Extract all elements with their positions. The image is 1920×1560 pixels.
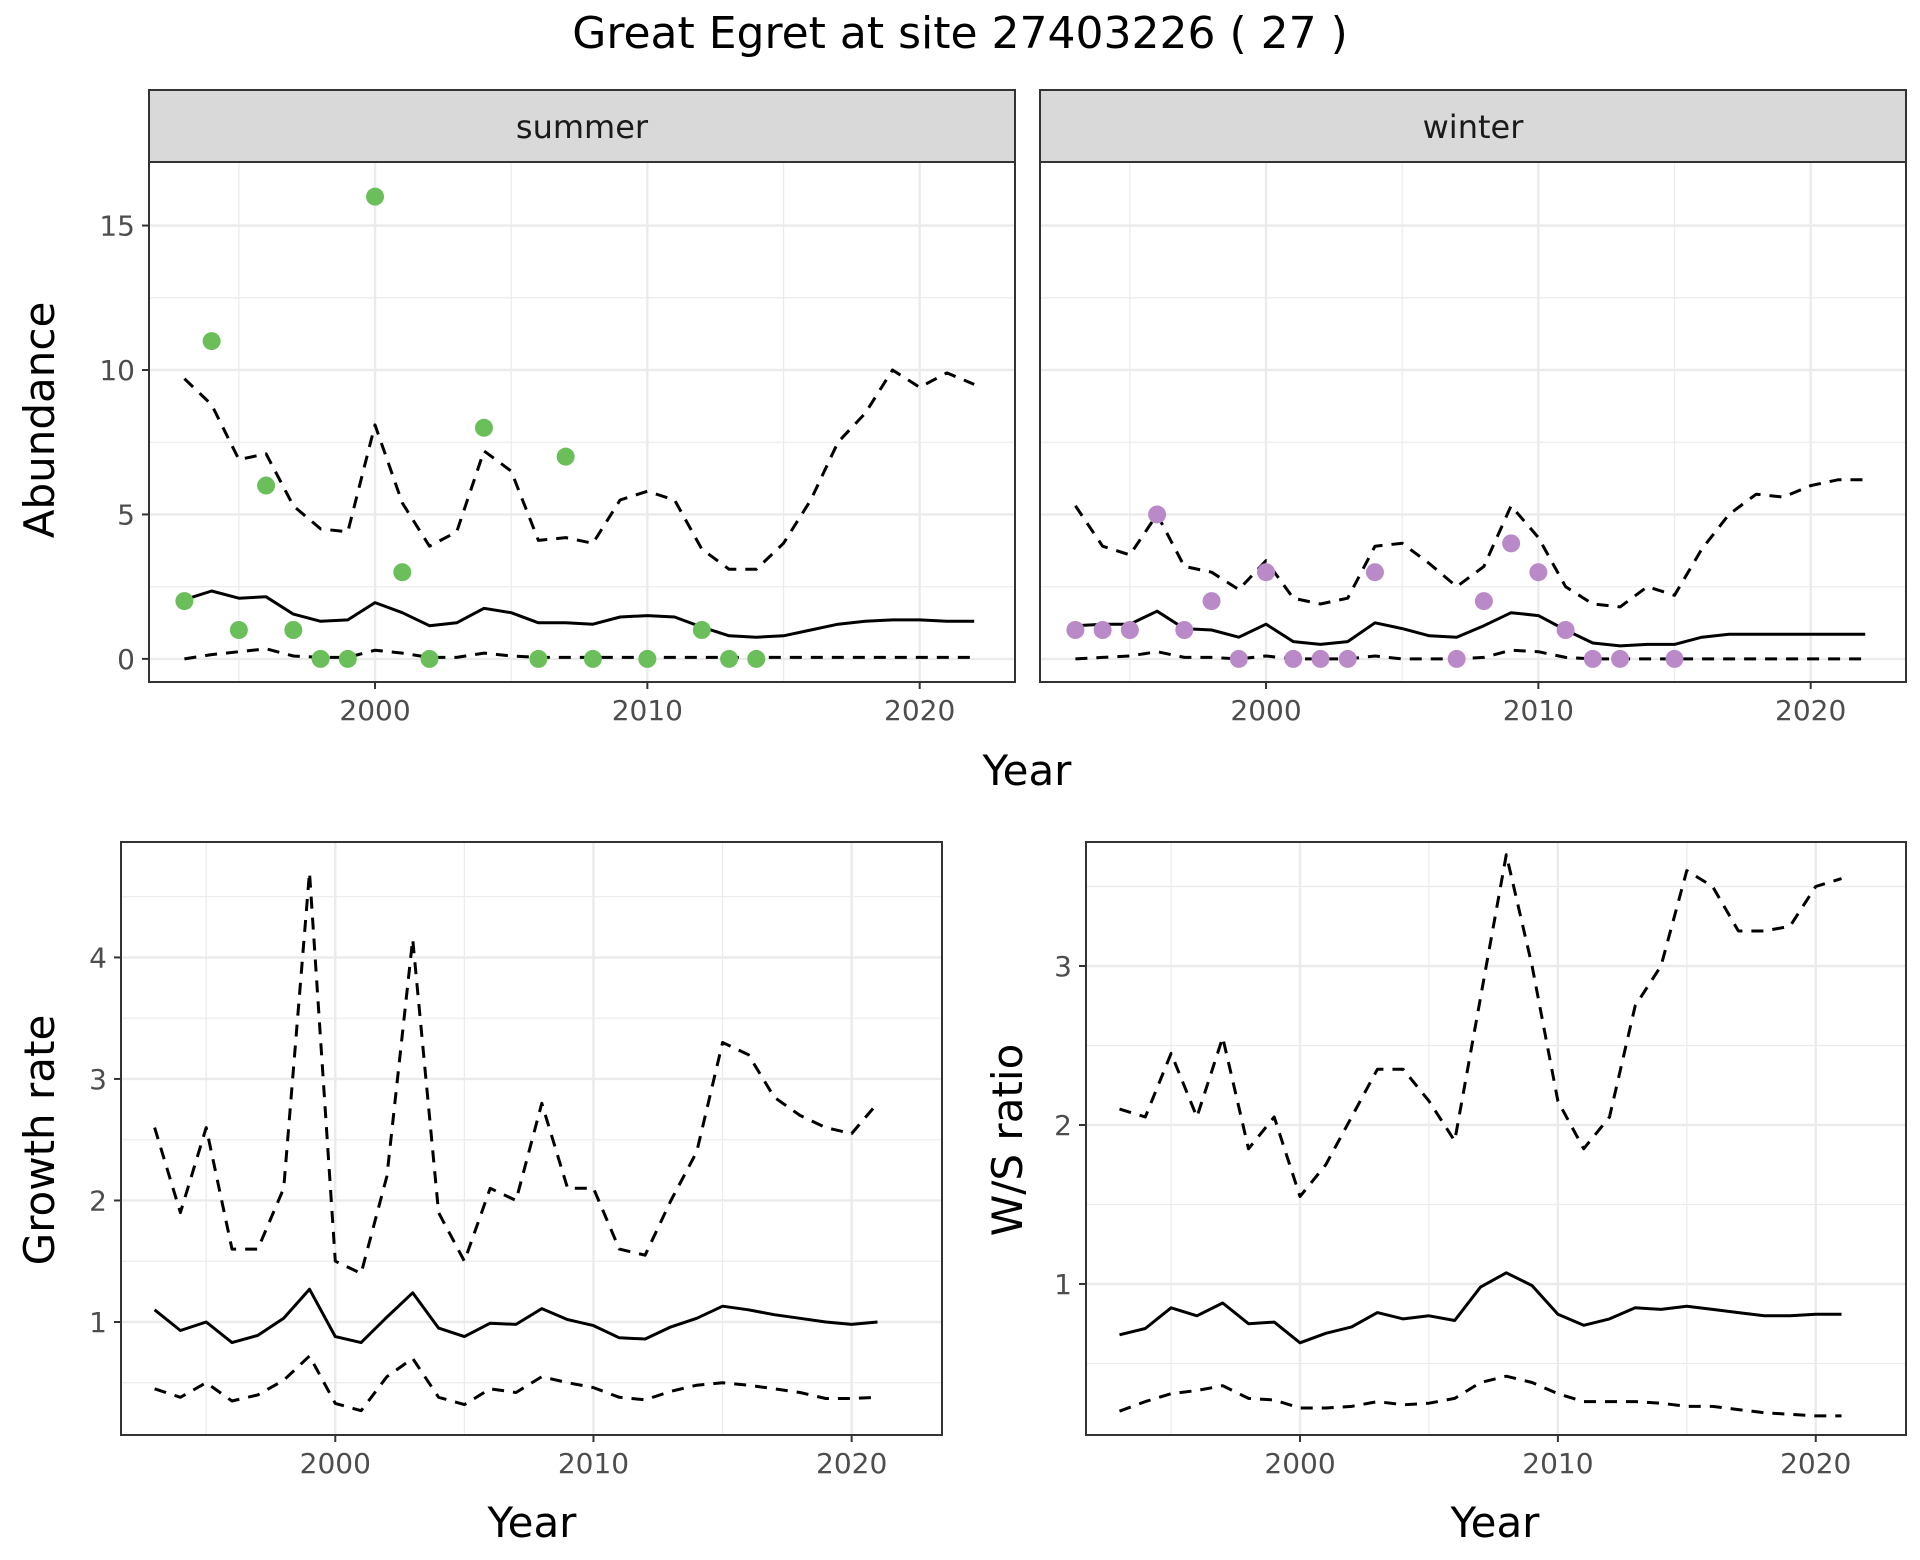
data-point [529, 649, 548, 668]
panel-background [121, 842, 942, 1435]
abundance-chart: summer winter 2000 2010 2020 0 5 10 15 2000 201… [15, 89, 1907, 795]
ratio-chart: 2000 2010 2020 1 2 3 W/S ratio Year [983, 841, 1907, 1547]
data-point [1148, 505, 1167, 524]
data-point [583, 649, 602, 668]
x-tick-label: 2020 [816, 1447, 887, 1480]
data-point [638, 649, 657, 668]
x-tick-label: 2010 [1503, 694, 1574, 727]
y-tick-label: 3 [1054, 950, 1072, 983]
panel-background [1040, 162, 1906, 682]
estimate-line [1119, 1271, 1842, 1345]
panel-background [149, 162, 1015, 682]
data-point [420, 649, 439, 668]
abundance-x-title: Year [982, 746, 1073, 795]
x-tick-label: 2010 [1522, 1447, 1593, 1480]
y-tick-label: 10 [99, 354, 135, 387]
data-point [474, 418, 493, 437]
lower-bound-line [1075, 648, 1866, 661]
data-point [692, 621, 711, 639]
panel-border [148, 161, 1016, 683]
y-tick-label: 0 [117, 643, 135, 676]
data-point [1202, 592, 1221, 611]
lower-bound-line [154, 1354, 878, 1413]
data-point [747, 649, 766, 668]
data-point [202, 332, 221, 351]
strip-summer [148, 89, 1016, 163]
growth-y-title: Growth rate [15, 1015, 64, 1266]
strip-summer-label: summer [516, 108, 649, 146]
estimate-line [1075, 609, 1866, 648]
data-point [1583, 649, 1602, 668]
ratio-y-title: W/S ratio [983, 1044, 1032, 1237]
data-point [284, 621, 303, 639]
data-point [1311, 649, 1330, 668]
data-point [1474, 592, 1493, 611]
x-tick-label: 2020 [1780, 1447, 1851, 1480]
data-point [1556, 621, 1575, 639]
y-tick-label: 5 [117, 498, 135, 531]
data-point [1120, 621, 1139, 639]
panel-border [1085, 841, 1907, 1436]
x-tick-label: 2010 [612, 694, 683, 727]
abundance-y-title: Abundance [15, 302, 64, 539]
x-tick-label: 2010 [558, 1447, 629, 1480]
x-tick-label: 2000 [1230, 694, 1301, 727]
y-tick-label: 15 [99, 210, 135, 243]
data-point [1502, 534, 1521, 553]
data-point [1284, 649, 1303, 668]
data-point [1365, 563, 1384, 582]
panel-growth: 2000 2010 2020 1 2 3 4 [89, 841, 943, 1480]
data-point [366, 187, 385, 206]
y-tick-label: 1 [89, 1306, 107, 1339]
panel-background [1086, 842, 1906, 1435]
data-point [556, 447, 575, 466]
x-tick-label: 2000 [339, 694, 410, 727]
strip-winter [1039, 89, 1907, 163]
upper-bound-line [1119, 853, 1842, 1198]
data-point [720, 649, 739, 668]
data-point [1338, 649, 1357, 668]
estimate-line [183, 589, 975, 639]
data-point [257, 476, 276, 495]
data-point [1229, 649, 1248, 668]
data-point [311, 649, 330, 668]
data-point [175, 592, 194, 611]
y-tick-label: 1 [1054, 1268, 1072, 1301]
data-point [1665, 649, 1684, 668]
x-tick-label: 2000 [1264, 1447, 1335, 1480]
panel-winter: 2000 2010 2020 [1039, 161, 1907, 727]
data-point [1611, 649, 1630, 668]
data-point [1447, 649, 1466, 668]
figure-title: Great Egret at site 27403226 ( 27 ) [572, 8, 1348, 59]
data-point [1529, 563, 1548, 582]
data-point [338, 649, 357, 668]
x-tick-label: 2020 [1775, 694, 1846, 727]
panel-border [120, 841, 943, 1436]
panel-ratio: 2000 2010 2020 1 2 3 [1054, 841, 1907, 1480]
data-point [229, 621, 248, 639]
y-tick-label: 2 [89, 1184, 107, 1217]
data-point [393, 563, 412, 582]
ratio-x-title: Year [1450, 1498, 1541, 1547]
panel-summer: 2000 2010 2020 0 5 10 15 [99, 161, 1016, 727]
strip-winter-label: winter [1423, 108, 1525, 146]
growth-x-title: Year [487, 1498, 578, 1547]
upper-bound-line [183, 368, 975, 571]
estimate-line [153, 1287, 878, 1345]
data-point [1175, 621, 1194, 639]
x-tick-label: 2000 [300, 1447, 371, 1480]
upper-bound-line [153, 870, 879, 1275]
y-tick-label: 3 [89, 1063, 107, 1096]
y-tick-label: 4 [89, 941, 107, 974]
x-tick-label: 2020 [884, 694, 955, 727]
data-point [1093, 621, 1112, 639]
data-point [1257, 563, 1276, 582]
data-point [1066, 621, 1085, 639]
lower-bound-line [1118, 1374, 1842, 1418]
panel-border [1039, 161, 1907, 683]
upper-bound-line [1074, 478, 1866, 609]
y-tick-label: 2 [1054, 1109, 1072, 1142]
growth-chart: 2000 2010 2020 1 2 3 4 Growth rate Year [15, 841, 943, 1547]
